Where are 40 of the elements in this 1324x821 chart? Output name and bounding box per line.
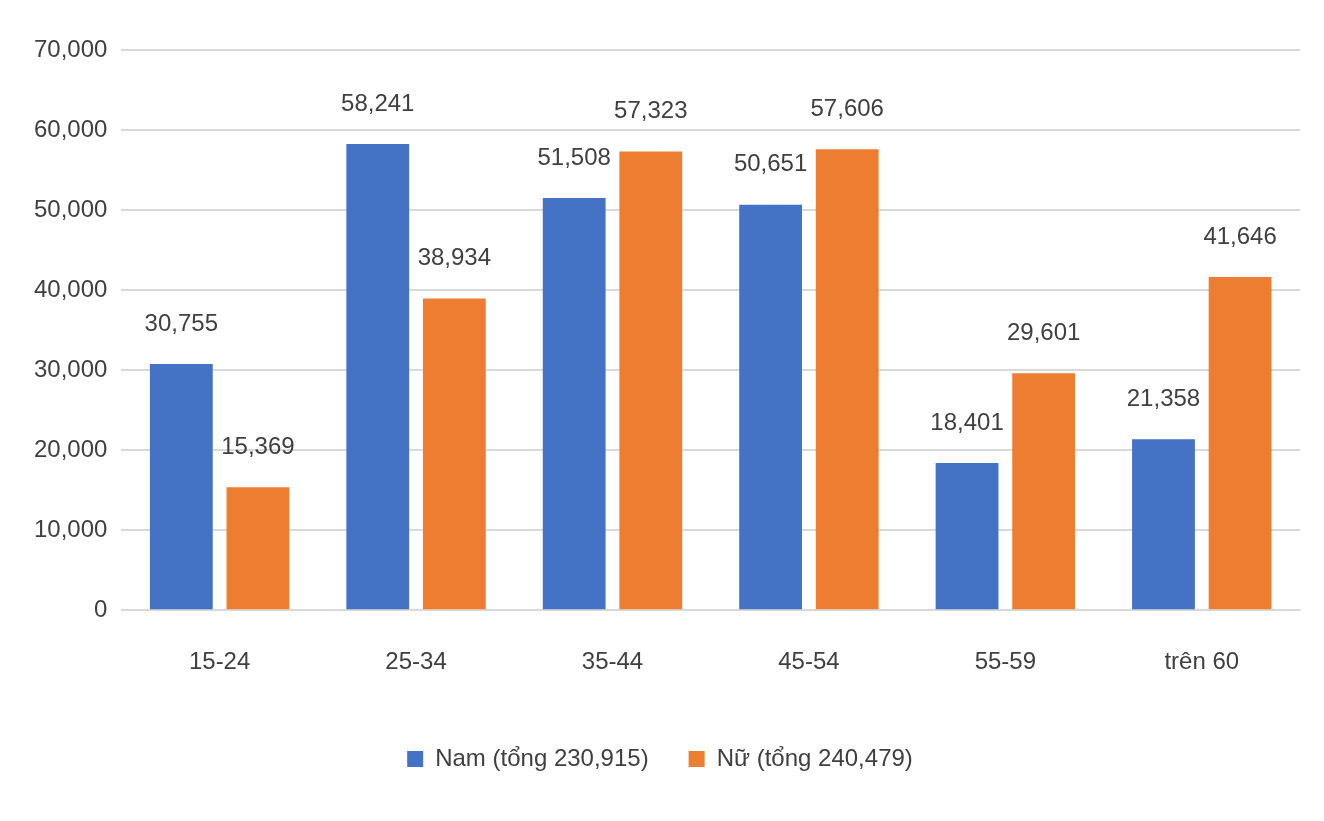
data-label: 18,401 [930,407,1004,435]
bar [542,197,606,610]
data-label: 30,755 [144,308,219,336]
legend-label: Nam (tổng 230,915) [435,743,649,771]
x-tick-label: 25-34 [385,647,447,675]
data-label: 51,508 [537,142,611,170]
data-label: 15,369 [221,431,295,459]
data-label: 58,241 [341,88,415,116]
bar [1132,439,1195,610]
y-tick-label: 70,000 [34,34,108,62]
x-tick-label: 45-54 [778,647,840,675]
bar [1208,276,1272,610]
bar [422,298,486,610]
y-tick-label: 10,000 [34,514,108,542]
data-label: 41,646 [1203,221,1277,249]
bar [1012,373,1076,610]
bar [739,204,803,610]
legend-label: Nữ (tổng 240,479) [716,743,913,771]
data-label: 50,651 [733,149,808,177]
y-tick-label: 40,000 [34,274,108,302]
bar [619,151,683,610]
bar [815,149,879,610]
bar [346,144,410,610]
x-tick-label: 55-59 [974,647,1037,675]
y-tick-label: 30,000 [34,354,108,382]
y-tick-label: 20,000 [34,434,108,462]
data-label: 57,323 [614,96,688,124]
x-tick-label: 35-44 [581,647,644,675]
y-tick-label: 50,000 [34,194,108,222]
y-tick-label: 60,000 [34,114,108,142]
bar [149,364,213,610]
x-tick-label: trên 60 [1164,647,1240,675]
x-tick-label: 15-24 [188,647,251,675]
bar [935,462,999,610]
data-label: 21,358 [1126,383,1201,411]
data-label: 57,606 [810,93,884,121]
data-label: 29,601 [1006,317,1081,345]
bar [226,487,290,610]
y-tick-label: 0 [94,594,108,622]
data-label: 38,934 [417,243,492,271]
